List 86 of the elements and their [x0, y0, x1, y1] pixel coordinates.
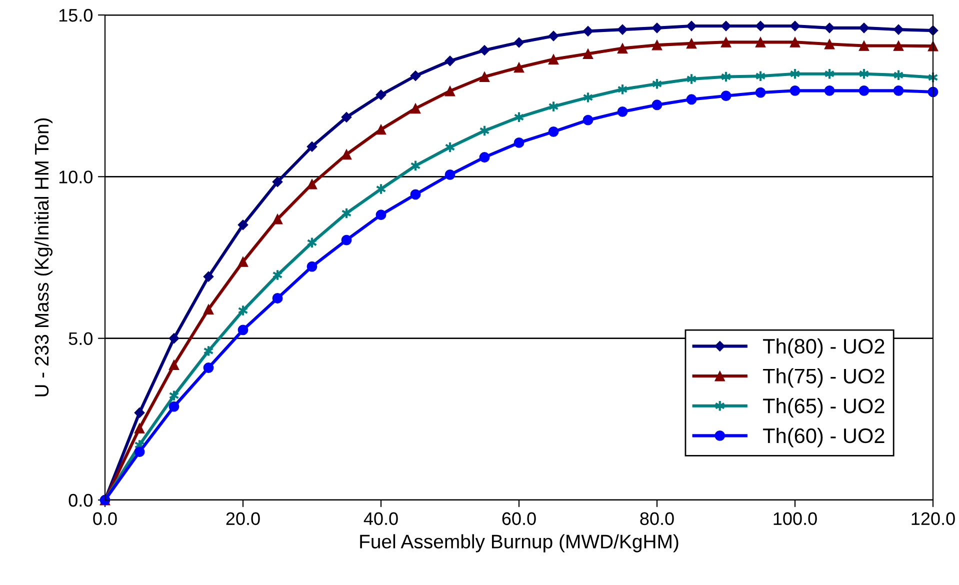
point	[272, 293, 283, 304]
point	[306, 261, 318, 272]
point	[790, 20, 800, 32]
point	[341, 112, 352, 122]
point	[514, 62, 524, 73]
point	[479, 72, 490, 82]
point	[444, 86, 456, 96]
point	[755, 20, 766, 32]
point	[652, 100, 662, 110]
point	[858, 22, 870, 34]
point	[824, 38, 835, 50]
point	[444, 56, 456, 66]
point	[686, 20, 697, 32]
point	[410, 189, 421, 200]
point	[514, 138, 524, 148]
point	[582, 114, 594, 126]
point	[272, 214, 283, 224]
point	[514, 37, 524, 48]
point	[410, 103, 421, 114]
point	[341, 234, 352, 246]
x-tick-label: 100.0	[774, 512, 817, 526]
y-tick-label: 0.0	[68, 494, 92, 507]
y-tick-label: 10.0	[59, 170, 92, 184]
legend-label: Th(80) - UO2	[763, 338, 884, 358]
point	[479, 44, 490, 56]
point	[272, 176, 283, 188]
point	[582, 48, 594, 60]
point	[617, 106, 628, 117]
point	[652, 40, 662, 50]
point	[168, 333, 180, 344]
point	[410, 70, 421, 82]
point	[548, 30, 559, 42]
point	[755, 87, 766, 98]
point	[790, 85, 800, 96]
x-tick-label: 120.0	[912, 512, 955, 526]
point	[893, 85, 904, 96]
point	[720, 90, 732, 102]
point	[686, 38, 697, 49]
point	[893, 24, 904, 35]
x-tick-label: 60.0	[502, 512, 536, 526]
point	[306, 178, 318, 190]
point	[168, 401, 180, 412]
x-tick-label: 80.0	[640, 512, 674, 526]
legend-label: Th(65) - UO2	[763, 398, 884, 418]
x-tick-label: 20.0	[226, 512, 260, 526]
point	[168, 360, 180, 370]
point	[376, 210, 386, 220]
y-axis-title: U - 233 Mass (Kg/Initial HM Ton)	[34, 118, 52, 396]
point	[548, 54, 559, 65]
point	[376, 90, 386, 100]
point	[790, 36, 800, 48]
point	[479, 152, 490, 162]
point	[893, 40, 904, 51]
point	[203, 304, 214, 314]
point	[238, 256, 248, 267]
point	[548, 126, 559, 137]
point	[444, 170, 456, 180]
point	[858, 40, 870, 51]
point	[617, 43, 628, 54]
point	[686, 94, 697, 105]
point	[720, 20, 732, 32]
point	[652, 22, 662, 34]
point	[341, 149, 352, 160]
legend-label: Th(60) - UO2	[763, 428, 884, 448]
point	[582, 26, 594, 36]
point	[134, 423, 145, 434]
point	[134, 446, 145, 458]
point	[376, 124, 386, 135]
point	[238, 220, 248, 230]
y-tick-label: 5.0	[68, 332, 92, 346]
y-tick-label: 15.0	[59, 8, 92, 22]
point	[203, 271, 214, 282]
legend-label: Th(75) - UO2	[763, 368, 884, 388]
point	[203, 362, 214, 373]
point	[755, 36, 766, 48]
point	[238, 324, 248, 336]
point	[134, 407, 145, 418]
point	[824, 22, 835, 34]
point	[858, 85, 870, 96]
point	[306, 141, 318, 152]
x-tick-label: 40.0	[364, 512, 398, 526]
x-tick-label: 0.0	[93, 512, 117, 526]
point	[720, 36, 732, 48]
point	[617, 24, 628, 35]
point	[824, 85, 835, 96]
x-axis-title: Fuel Assembly Burnup (MWD/KgHM)	[360, 534, 678, 552]
